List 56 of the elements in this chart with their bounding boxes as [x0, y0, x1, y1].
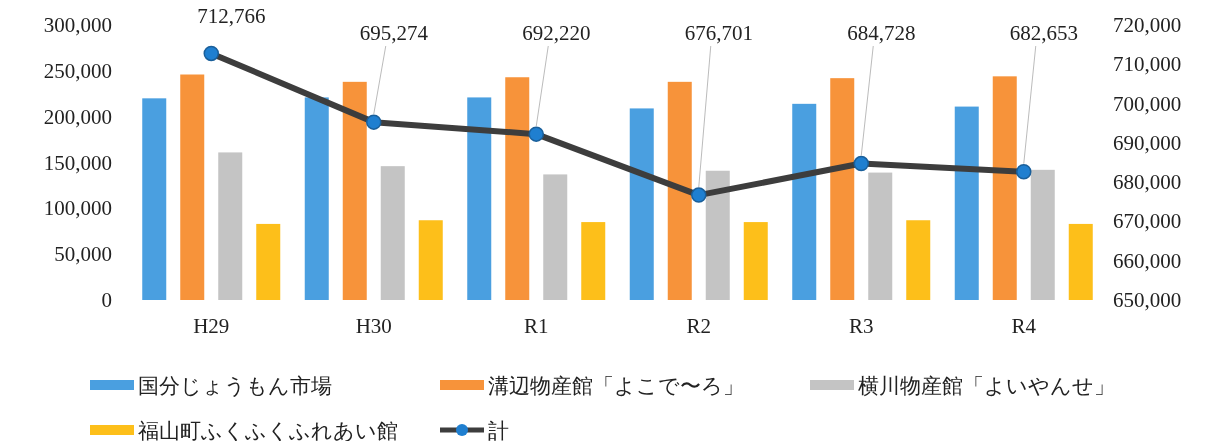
bar: [543, 174, 568, 300]
x-tick-label: R1: [523, 314, 549, 338]
bar: [304, 97, 329, 300]
legend-label: 国分じょうもん市場: [138, 374, 332, 398]
bar: [868, 172, 893, 300]
data-label: 712,766: [197, 4, 266, 29]
bar: [1068, 223, 1093, 300]
bar: [342, 81, 367, 300]
bar: [418, 220, 443, 300]
data-label: 682,653: [1009, 21, 1078, 45]
bar: [629, 108, 654, 300]
y-tick-label: 150,000: [43, 150, 112, 175]
bar: [467, 97, 492, 300]
bar: [180, 74, 205, 300]
legend-label: 横川物産館「よいやんせ」: [858, 374, 1115, 398]
bar: [581, 222, 606, 300]
data-label: 676,701: [684, 21, 753, 45]
y-tick-label: 0: [101, 288, 112, 312]
y2-tick-label: 700,000: [1113, 91, 1182, 116]
bar: [743, 222, 768, 300]
y2-tick-label: 670,000: [1113, 209, 1182, 234]
bar: [792, 103, 817, 300]
y-tick-label: 250,000: [43, 58, 112, 83]
bar: [906, 220, 931, 300]
bar: [992, 76, 1017, 300]
bar: [142, 98, 167, 300]
bar: [505, 77, 530, 300]
data-label: 684,728: [847, 21, 916, 45]
x-tick-label: R3: [848, 314, 874, 338]
y2-tick-label: 690,000: [1113, 130, 1182, 155]
data-label: 692,220: [522, 21, 591, 45]
y-tick-label: 300,000: [43, 13, 112, 37]
y2-tick-label: 680,000: [1113, 170, 1182, 195]
bar: [830, 78, 855, 300]
y-tick-label: 100,000: [43, 196, 112, 221]
y2-tick-label: 710,000: [1113, 52, 1182, 77]
x-tick-label: R2: [686, 314, 712, 338]
x-tick-label: H29: [193, 314, 230, 338]
x-tick-label: R4: [1011, 314, 1037, 338]
bar: [954, 106, 979, 300]
x-tick-label: H30: [355, 314, 392, 338]
bar: [667, 81, 692, 300]
y-tick-label: 200,000: [43, 104, 112, 129]
y2-tick-label: 720,000: [1113, 13, 1182, 37]
bar: [218, 152, 243, 300]
bar: [705, 170, 730, 300]
legend-label: 計: [488, 419, 509, 441]
bar: [380, 166, 405, 300]
bar: [1030, 169, 1055, 300]
y-tick-label: 50,000: [54, 242, 112, 267]
y2-tick-label: 650,000: [1113, 288, 1182, 312]
legend-label: 福山町ふくふくふれあい館: [138, 419, 398, 441]
legend-label: 溝辺物産館「よこで〜ろ」: [488, 374, 744, 398]
y2-tick-label: 660,000: [1113, 248, 1182, 273]
bar: [256, 223, 281, 300]
data-label: 695,274: [359, 21, 429, 45]
